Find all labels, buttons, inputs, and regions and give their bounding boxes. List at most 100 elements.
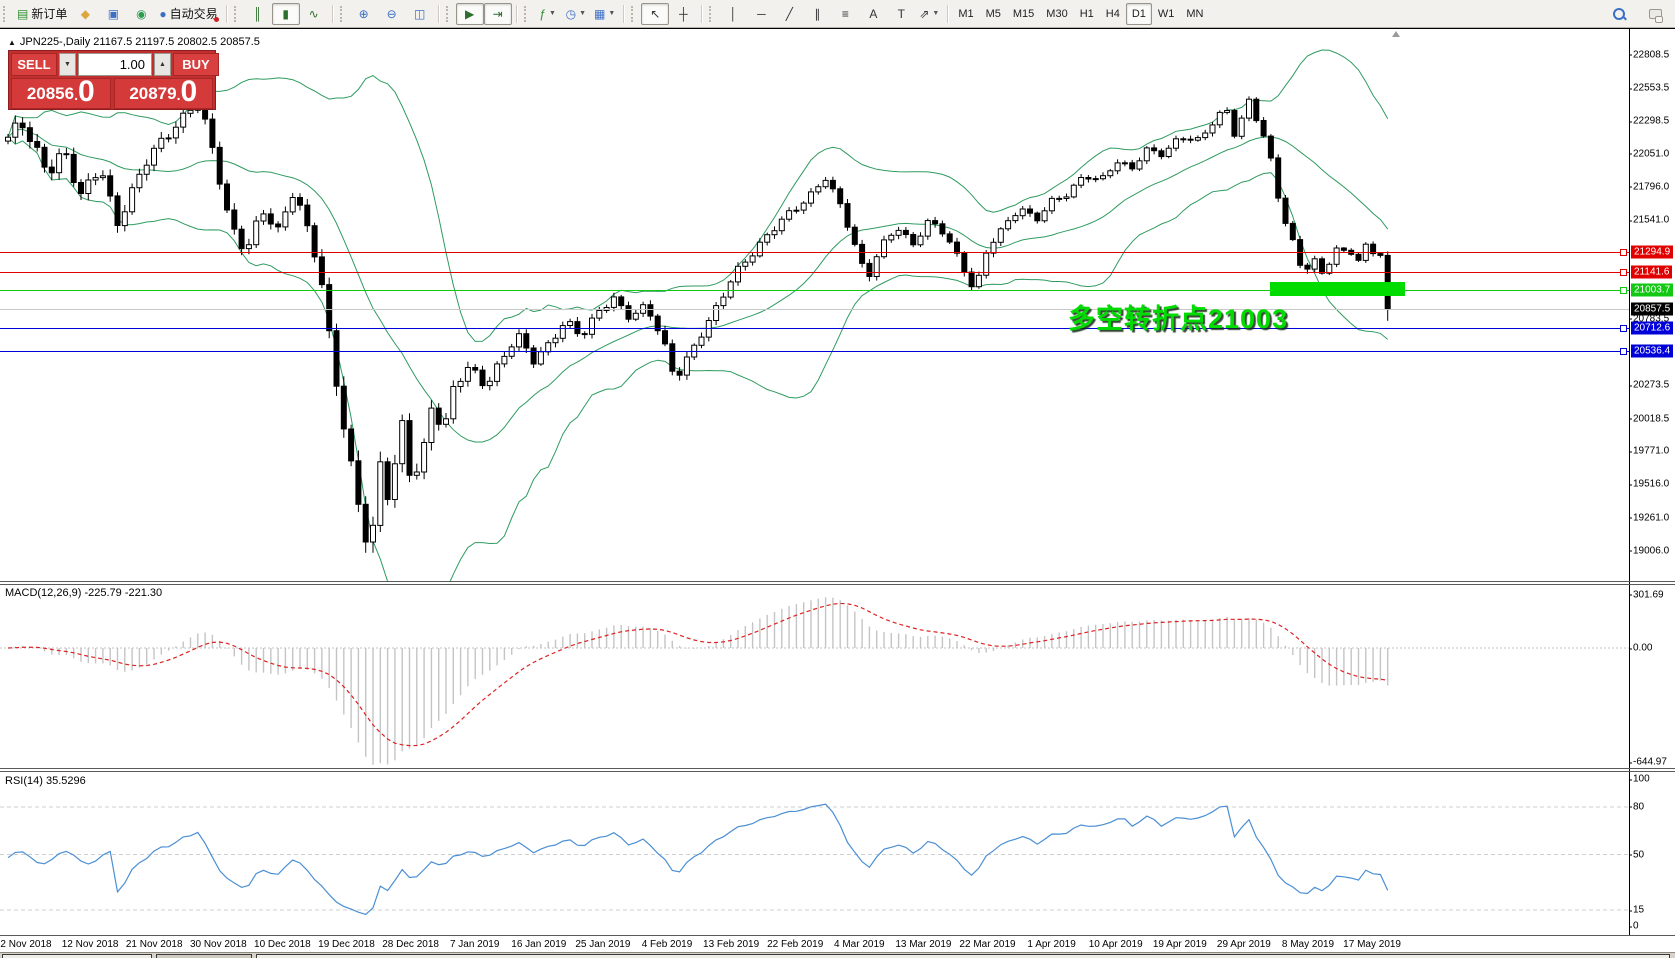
pivot-line-handle[interactable]: [1620, 287, 1627, 295]
pane-splitter-2a[interactable]: [0, 768, 1675, 769]
macd-indicator-canvas[interactable]: [0, 585, 1629, 769]
main-chart-canvas[interactable]: [0, 29, 1629, 582]
collapse-trade-panel-arrow[interactable]: ▲: [8, 38, 16, 47]
equidistant-channel-icon: ∥: [814, 6, 821, 21]
new-order-button-label: 新订单: [31, 7, 68, 21]
volume-input[interactable]: [78, 53, 152, 76]
support-line-2-handle[interactable]: [1620, 348, 1627, 356]
date-axis-label: 29 Apr 2019: [1216, 939, 1271, 950]
fibonacci-button[interactable]: ≡: [831, 3, 859, 25]
trendline-button[interactable]: ╱: [775, 3, 803, 25]
resistance-line-2[interactable]: [0, 272, 1629, 274]
templates-button[interactable]: ▦ ▼: [590, 3, 619, 25]
toolbar-separator: [331, 4, 333, 23]
bollinger-upper-band[interactable]: [7, 49, 1389, 342]
cursor-icon: ↖: [650, 6, 661, 21]
timeframe-m30-button[interactable]: M30: [1046, 7, 1068, 20]
timeframe-w1-button[interactable]: W1: [1157, 7, 1175, 20]
arrows-icon: ⇗: [919, 6, 930, 21]
tile-windows-button[interactable]: ◫: [406, 3, 434, 25]
buy-price-button[interactable]: 20879. 0: [113, 77, 213, 109]
toolbar-groups: ▤ 新订单 ◆ ▣ ◉ ● 自动交易 ║ ▮ ∿ ⊕ ⊖ ◫ ▶ ⇥ ƒ ▼ ◷ ▼ ▦ ▼ ↖ ┼ │ ─ ╱ ∥ ≡ A T ⇗ ▼ M1 M…: [0, 0, 1210, 27]
date-axis-label: 1 Apr 2019: [1027, 939, 1076, 950]
chat-icon: [1648, 9, 1663, 23]
pane-splitter-1b[interactable]: [0, 584, 1675, 585]
resistance-line-1[interactable]: [0, 252, 1629, 254]
chat-button[interactable]: [1641, 3, 1669, 25]
periods-button[interactable]: ◷ ▼: [562, 3, 590, 25]
new-order-button[interactable]: ▤ 新订单: [13, 3, 71, 25]
chart-shift-marker: [1392, 31, 1400, 37]
pivot-line[interactable]: [0, 290, 1629, 292]
timeframe-h4-button[interactable]: H4: [1105, 7, 1120, 20]
date-axis-label: 19 Apr 2019: [1152, 939, 1207, 950]
timeframe-m5-button[interactable]: M5: [985, 7, 1001, 20]
one-click-trade-panel: SELL ▼ ▲ BUY 20856.0 20879.0: [8, 50, 219, 110]
pane-splitter-1a[interactable]: [0, 581, 1675, 582]
toolbar-grip: [709, 5, 715, 22]
toolbar-grip: [339, 5, 346, 22]
bollinger-lower-band[interactable]: [7, 136, 1389, 582]
timeframe-m15-button[interactable]: M15: [1012, 7, 1035, 20]
timeframe-m1-button[interactable]: M1: [958, 7, 974, 20]
window-tab-3[interactable]: [256, 954, 1670, 958]
candlestick-chart-icon: ▮: [282, 6, 289, 21]
crosshair-button[interactable]: ┼: [669, 3, 697, 25]
line-chart-button[interactable]: ∿: [300, 3, 328, 25]
macd-signal-line: [7, 602, 1388, 747]
indicators-button[interactable]: ƒ ▼: [534, 3, 562, 25]
zoom-out-button[interactable]: ⊖: [378, 3, 406, 25]
support-line-1[interactable]: [0, 328, 1629, 330]
date-axis[interactable]: 2 Nov 2018 12 Nov 2018 21 Nov 2018 30 Nov 2…: [0, 936, 1675, 952]
zoom-out-icon: ⊖: [386, 6, 397, 21]
support-line-2[interactable]: [0, 351, 1629, 353]
pivot-annotation-text[interactable]: 多空转折点21003: [1068, 304, 1289, 334]
highlight-rectangle-object[interactable]: [1270, 281, 1405, 297]
chart-shift-button[interactable]: ⇥: [483, 2, 512, 25]
chart-window-icon-icon: ◆: [80, 6, 90, 21]
templates-icon: ▦: [594, 6, 606, 21]
chart-window-icon[interactable]: ◆: [71, 3, 99, 25]
sell-price-button[interactable]: 20856. 0: [11, 77, 111, 109]
chart-title-text: JPN225-,Daily 21167.5 21197.5 20802.5 20…: [19, 36, 260, 48]
bar-chart-icon: ║: [253, 6, 262, 21]
sell-button[interactable]: SELL: [11, 53, 57, 76]
cursor-button[interactable]: ↖: [641, 2, 670, 25]
equidistant-channel-button[interactable]: ∥: [803, 3, 831, 25]
horizontal-line-button[interactable]: ─: [747, 3, 775, 25]
date-axis-label: 7 Jan 2019: [449, 939, 500, 950]
text-label-button[interactable]: T: [887, 3, 915, 25]
terminal-icon[interactable]: ▣: [99, 3, 127, 25]
candlestick-chart-button[interactable]: ▮: [271, 2, 300, 25]
resistance-line-2-handle[interactable]: [1620, 269, 1627, 277]
arrows-button[interactable]: ⇗ ▼: [915, 3, 943, 25]
pane-splitter-2b[interactable]: [0, 771, 1675, 772]
window-tab-2[interactable]: [156, 954, 252, 958]
new-order-icon: ▤: [17, 6, 29, 21]
signals-icon[interactable]: ◉: [127, 3, 155, 25]
zoom-in-button[interactable]: ⊕: [350, 3, 378, 25]
price-axis-tick: 19516.0: [1628, 478, 1670, 490]
bar-chart-button[interactable]: ║: [244, 3, 272, 25]
auto-scroll-button[interactable]: ▶: [455, 2, 484, 25]
buy-button[interactable]: BUY: [173, 53, 219, 76]
timeframe-mn-button[interactable]: MN: [1186, 7, 1204, 20]
dropdown-caret-icon: ▼: [608, 10, 616, 17]
volume-decrease-button[interactable]: ▼: [59, 53, 76, 76]
toolbar-grip: [233, 5, 240, 22]
volume-increase-button[interactable]: ▲: [154, 53, 171, 76]
timeframe-d1-button[interactable]: D1: [1125, 2, 1152, 25]
price-axis-tick: 20273.5: [1628, 379, 1670, 391]
support-line-1-price-label: 20712.6: [1631, 321, 1674, 335]
window-tab-1[interactable]: [2, 954, 152, 958]
auto-trading-button[interactable]: ● 自动交易: [155, 3, 221, 25]
support-line-1-handle[interactable]: [1620, 325, 1627, 333]
date-axis-label: 22 Feb 2019: [767, 939, 824, 950]
rsi-indicator-canvas[interactable]: [0, 772, 1629, 934]
vertical-line-button[interactable]: │: [719, 3, 747, 25]
search-button[interactable]: [1605, 3, 1633, 25]
resistance-line-1-handle[interactable]: [1620, 249, 1627, 257]
window-tabs-strip: [0, 952, 1675, 958]
timeframe-h1-button[interactable]: H1: [1079, 7, 1094, 20]
text-button[interactable]: A: [859, 3, 887, 25]
